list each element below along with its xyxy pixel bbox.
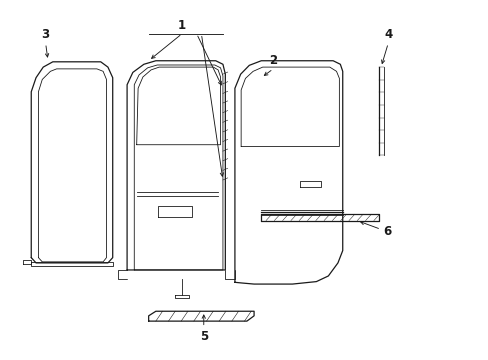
Text: 2: 2 bbox=[268, 54, 277, 67]
Text: 6: 6 bbox=[383, 225, 391, 238]
Text: 1: 1 bbox=[178, 19, 186, 32]
Text: 3: 3 bbox=[41, 28, 50, 41]
Text: 4: 4 bbox=[384, 28, 391, 41]
Text: 5: 5 bbox=[199, 330, 207, 343]
